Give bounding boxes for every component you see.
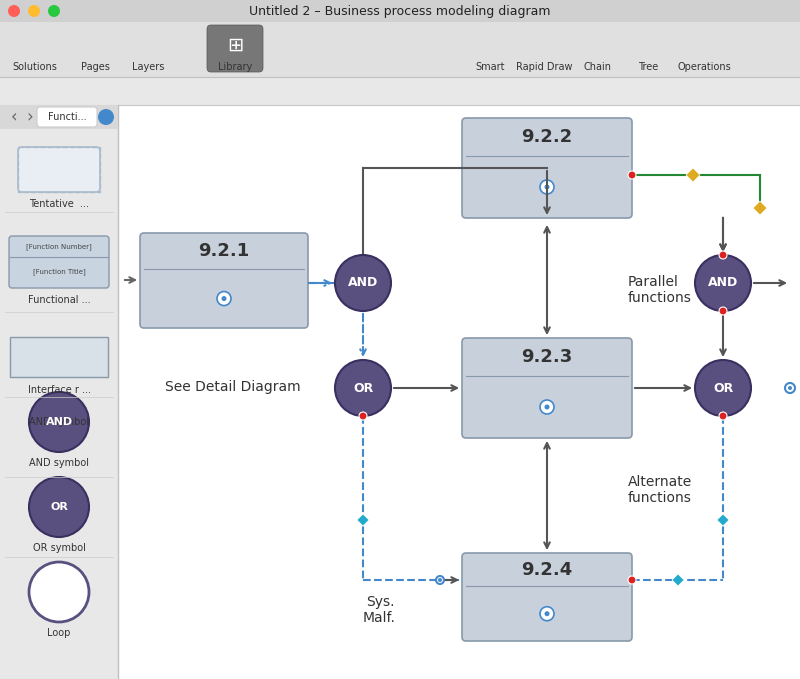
Circle shape [540, 400, 554, 414]
Circle shape [222, 296, 226, 301]
Text: Functional ...: Functional ... [28, 295, 90, 305]
Circle shape [695, 255, 751, 311]
FancyBboxPatch shape [37, 107, 97, 127]
Circle shape [788, 386, 792, 390]
Text: AND: AND [348, 276, 378, 289]
Text: Sys.
Malf.: Sys. Malf. [362, 595, 395, 625]
Text: ⊞: ⊞ [227, 36, 243, 55]
Bar [0, 105, 118, 679]
Polygon shape [686, 168, 700, 182]
Text: 9.2.1: 9.2.1 [198, 242, 250, 260]
Text: Pages: Pages [81, 62, 110, 72]
Circle shape [719, 307, 727, 315]
Polygon shape [717, 514, 729, 526]
Text: AND: AND [708, 276, 738, 289]
Text: Smart: Smart [475, 62, 505, 72]
Text: Operations: Operations [677, 62, 731, 72]
Bar [10, 337, 108, 377]
Circle shape [719, 412, 727, 420]
Text: OR: OR [50, 502, 68, 512]
Circle shape [540, 607, 554, 621]
Circle shape [545, 611, 550, 617]
Text: Tentative  ...: Tentative ... [29, 199, 89, 209]
Text: AND symbol: AND symbol [29, 417, 89, 427]
Circle shape [217, 291, 231, 306]
Text: Chain: Chain [584, 62, 612, 72]
Circle shape [785, 383, 795, 393]
FancyBboxPatch shape [207, 25, 263, 72]
Text: AND symbol: AND symbol [29, 458, 89, 468]
Circle shape [28, 5, 40, 17]
Text: ›: › [26, 108, 34, 126]
Bar [0, 77, 800, 105]
Text: Alternate
functions: Alternate functions [628, 475, 692, 505]
Circle shape [98, 109, 114, 125]
Text: Rapid Draw: Rapid Draw [516, 62, 572, 72]
Text: Solutions: Solutions [13, 62, 58, 72]
Text: [Function Title]: [Function Title] [33, 269, 86, 276]
Text: Loop: Loop [47, 628, 70, 638]
Circle shape [29, 392, 89, 452]
Bar [0, 0, 800, 22]
Text: 9.2.4: 9.2.4 [522, 561, 573, 579]
FancyBboxPatch shape [18, 147, 100, 192]
Bar [0, 105, 118, 129]
FancyBboxPatch shape [140, 233, 308, 328]
FancyBboxPatch shape [462, 553, 632, 641]
Circle shape [545, 185, 550, 189]
FancyBboxPatch shape [462, 118, 632, 218]
Polygon shape [672, 574, 684, 586]
Bar [0, 22, 800, 77]
Text: Untitled 2 – Business process modeling diagram: Untitled 2 – Business process modeling d… [250, 5, 550, 18]
Text: Interface r ...: Interface r ... [27, 385, 90, 395]
Text: ‹: ‹ [10, 108, 18, 126]
Circle shape [335, 255, 391, 311]
Text: 9.2.3: 9.2.3 [522, 348, 573, 366]
Text: OR: OR [353, 382, 373, 394]
Circle shape [628, 576, 636, 584]
Text: 9.2.2: 9.2.2 [522, 128, 573, 146]
Circle shape [545, 405, 550, 409]
Text: [Function Number]: [Function Number] [26, 244, 92, 251]
Circle shape [438, 578, 442, 582]
Circle shape [540, 180, 554, 194]
Circle shape [335, 360, 391, 416]
Polygon shape [357, 514, 369, 526]
Circle shape [628, 171, 636, 179]
Text: AND: AND [46, 417, 73, 427]
Circle shape [359, 412, 367, 420]
Text: Library: Library [218, 62, 252, 72]
Circle shape [29, 562, 89, 622]
Text: OR symbol: OR symbol [33, 543, 86, 553]
Polygon shape [753, 201, 767, 215]
Circle shape [29, 477, 89, 537]
FancyBboxPatch shape [9, 236, 109, 288]
Circle shape [719, 251, 727, 259]
Text: Layers: Layers [132, 62, 164, 72]
Text: See Detail Diagram: See Detail Diagram [165, 380, 301, 394]
Circle shape [8, 5, 20, 17]
Text: Tree: Tree [638, 62, 658, 72]
Text: OR: OR [713, 382, 733, 394]
Circle shape [695, 360, 751, 416]
Text: Parallel
functions: Parallel functions [628, 275, 692, 305]
FancyBboxPatch shape [462, 338, 632, 438]
Bar [118, 105, 800, 679]
Circle shape [48, 5, 60, 17]
Text: Functi...: Functi... [48, 112, 86, 122]
Circle shape [436, 576, 444, 584]
